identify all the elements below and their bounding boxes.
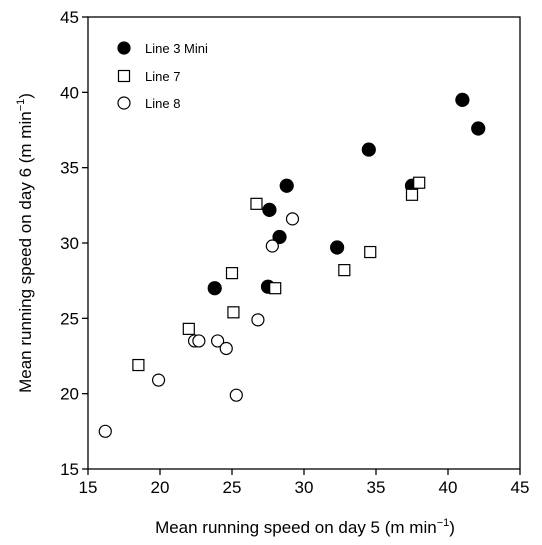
y-axis-unit-exponent: −1 <box>15 99 27 112</box>
x-tick-label: 40 <box>439 478 458 497</box>
point-line-7 <box>225 267 239 280</box>
x-axis-unit: (m min <box>385 518 437 537</box>
point-line-7 <box>364 245 377 259</box>
x-tick-label: 35 <box>367 478 386 497</box>
y-tick-label: 45 <box>60 8 79 27</box>
x-tick-label: 25 <box>223 478 242 497</box>
y-tick-label: 15 <box>60 460 79 479</box>
point-line-8 <box>98 424 112 438</box>
x-axis-label-text: Mean running speed on day 5 <box>155 518 380 537</box>
x-axis-unit-close: ) <box>449 518 455 537</box>
point-line-3-mini <box>330 240 345 255</box>
legend: Line 3 Mini Line 7 Line 8 <box>117 41 208 111</box>
data-points <box>98 92 486 438</box>
y-tick-label: 25 <box>60 309 79 328</box>
point-line-7 <box>182 322 195 335</box>
point-line-7 <box>413 176 426 189</box>
point-line-8 <box>211 334 225 348</box>
point-line-8 <box>219 341 233 356</box>
legend-label-line-3-mini: Line 3 Mini <box>145 41 208 56</box>
point-line-8 <box>285 212 300 226</box>
x-axis-label: Mean running speed on day 5 (m min−1) <box>155 517 455 537</box>
point-line-8 <box>229 388 243 402</box>
point-line-3-mini <box>471 121 486 136</box>
point-line-7 <box>269 282 282 295</box>
x-tick-label: 30 <box>295 478 314 497</box>
y-tick-label: 20 <box>60 385 79 404</box>
y-axis-label: Mean running speed on day 6 (m min−1) <box>15 93 35 393</box>
point-line-7 <box>132 358 145 372</box>
point-line-3-mini <box>455 92 470 107</box>
point-line-8 <box>192 334 206 348</box>
point-line-3-mini <box>279 178 294 193</box>
y-axis-label-text: Mean running speed on day 6 <box>16 168 35 393</box>
x-tick-label: 45 <box>511 478 530 497</box>
point-line-8 <box>151 373 166 387</box>
y-tick-label: 35 <box>60 159 79 178</box>
legend-marker-line-8 <box>117 96 131 110</box>
point-line-3-mini <box>361 142 376 157</box>
point-line-3-mini <box>207 281 222 296</box>
y-axis-unit-close: ) <box>16 93 35 99</box>
plot-frame <box>87 16 521 470</box>
point-line-7 <box>250 197 263 210</box>
y-tick-label: 30 <box>60 234 79 253</box>
legend-label-line-7: Line 7 <box>145 69 180 84</box>
point-line-7 <box>227 306 240 319</box>
legend-marker-line-3-mini <box>117 41 131 55</box>
point-line-7 <box>405 188 419 201</box>
point-line-3-mini <box>262 202 277 217</box>
legend-marker-line-7 <box>117 69 131 83</box>
y-axis-unit: (m min <box>16 111 35 163</box>
x-tick-label: 20 <box>151 478 170 497</box>
x-tick-label: 15 <box>79 478 98 497</box>
point-line-8 <box>251 313 265 327</box>
point-line-7 <box>338 264 351 277</box>
point-line-3-mini <box>272 229 287 245</box>
y-tick-label: 40 <box>60 83 79 102</box>
legend-label-line-8: Line 8 <box>145 96 180 111</box>
x-axis-unit-exponent: −1 <box>437 517 450 529</box>
point-line-8 <box>265 239 279 253</box>
axis-ticks <box>82 16 521 475</box>
axis-tick-labels: 15 20 25 30 35 40 45 15 20 25 30 35 40 45 <box>60 8 529 497</box>
